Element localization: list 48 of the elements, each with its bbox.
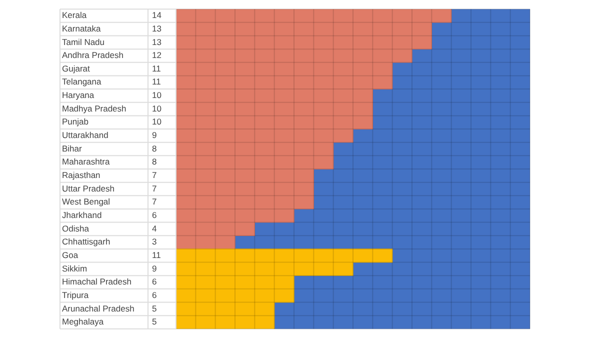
y-tick-label: Bihar xyxy=(62,143,82,154)
y-tick-label: Gujarat xyxy=(62,63,91,74)
data-label: 11 xyxy=(152,63,162,74)
y-tick-label: Himachal Pradesh xyxy=(62,276,132,287)
y-tick-label: Odisha xyxy=(62,223,90,234)
data-label: 9 xyxy=(152,263,157,274)
data-label: 9 xyxy=(152,130,157,140)
y-tick-label: Maharashtra xyxy=(62,156,110,167)
data-label: 7 xyxy=(152,183,157,194)
y-tick-label: West Bengal xyxy=(62,196,110,207)
data-label: 10 xyxy=(152,90,162,100)
data-label: 6 xyxy=(152,210,157,220)
data-label: 10 xyxy=(152,103,162,114)
data-label: 11 xyxy=(152,76,162,87)
y-tick-label: Kerala xyxy=(62,10,87,20)
y-tick-label: Meghalaya xyxy=(62,316,104,327)
y-tick-label: Madhya Pradesh xyxy=(62,103,127,114)
y-tick-label: Uttar Pradesh xyxy=(62,183,115,194)
y-tick-label: Andhra Pradesh xyxy=(62,50,124,60)
y-tick-label: Arunachal Pradesh xyxy=(62,303,135,314)
y-tick-label: Tamil Nadu xyxy=(62,36,105,47)
y-tick-label: Punjab xyxy=(62,116,89,127)
data-label: 6 xyxy=(152,290,157,300)
data-label: 7 xyxy=(152,170,157,180)
data-label: 8 xyxy=(152,143,157,154)
data-label: 13 xyxy=(152,36,162,47)
y-tick-label: Sikkim xyxy=(62,263,88,274)
data-label: 3 xyxy=(152,236,157,247)
y-tick-label: Jharkhand xyxy=(62,210,102,220)
data-label: 7 xyxy=(152,196,157,207)
data-label: 11 xyxy=(152,250,162,260)
data-label: 13 xyxy=(152,23,162,34)
y-tick-label: Haryana xyxy=(62,90,94,100)
data-label: 5 xyxy=(152,303,157,314)
data-label: 4 xyxy=(152,223,157,234)
data-label: 14 xyxy=(152,10,162,20)
y-tick-label: Goa xyxy=(62,250,78,260)
y-tick-label: Telangana xyxy=(62,76,102,87)
data-label: 10 xyxy=(152,116,162,127)
y-tick-label: Chhattisgarh xyxy=(62,236,110,247)
y-tick-label: Uttarakhand xyxy=(62,130,109,140)
y-tick-label: Tripura xyxy=(62,290,89,300)
data-label: 5 xyxy=(152,316,157,327)
data-label: 8 xyxy=(152,156,157,167)
y-tick-label: Karnataka xyxy=(62,23,102,34)
data-label: 6 xyxy=(152,276,157,287)
data-label: 12 xyxy=(152,50,162,60)
y-tick-label: Rajasthan xyxy=(62,170,101,180)
